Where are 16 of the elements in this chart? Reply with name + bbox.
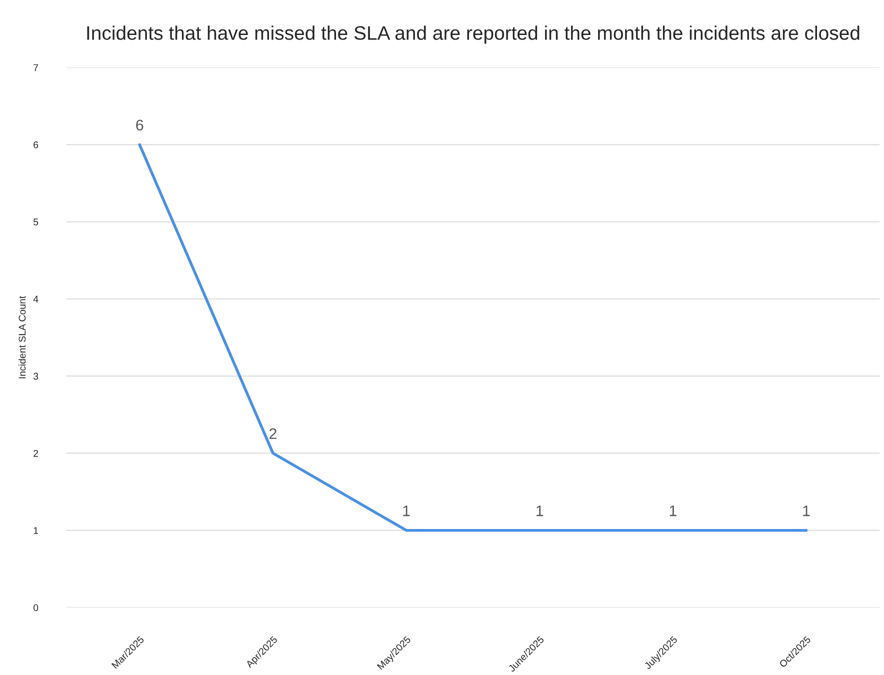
y-tick-label: 0 [33,604,38,612]
y-tick-label: 4 [33,296,38,302]
data-label: 2 [269,428,276,439]
y-axis-title: Incident SLA Count [18,296,26,378]
data-label: 1 [403,506,410,516]
data-label: 1 [803,506,810,516]
y-tick-label: 6 [34,141,38,148]
y-tick-label: 7 [34,64,38,72]
y-tick-label: 1 [34,527,38,534]
data-label: 6 [136,120,144,131]
y-tick-label: 5 [34,218,38,226]
data-label: 1 [536,506,544,516]
chart-title: Incidents that have missed the SLA and are reported in the month the incidents are closed [87,26,860,44]
y-tick-label: 2 [34,450,38,457]
data-label: 1 [670,506,676,516]
y-tick-label: 3 [33,372,38,380]
